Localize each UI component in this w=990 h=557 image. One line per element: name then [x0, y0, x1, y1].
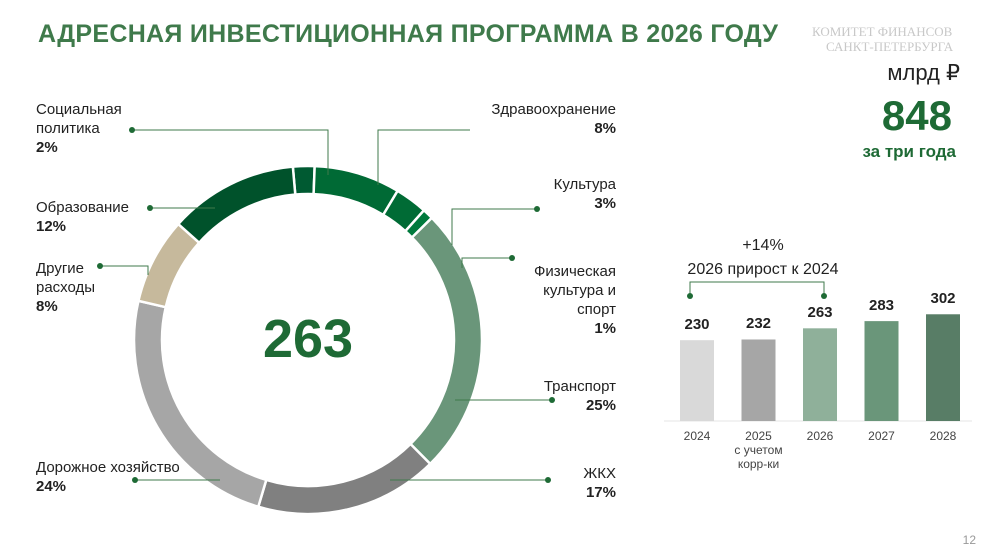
slice-label: Дорожное хозяйство — [36, 459, 180, 476]
bar-category-label: 2027 — [847, 429, 917, 443]
unit-label: млрд ₽ — [887, 60, 960, 85]
growth-value: +14% — [742, 237, 784, 254]
slice-pct: 8% — [36, 298, 58, 315]
logo-line2: САНКТ-ПЕТЕРБУРГА — [826, 39, 954, 54]
slice-label: Другие расходы — [36, 260, 96, 296]
leader-line — [100, 265, 149, 275]
leader-dots — [97, 127, 555, 483]
label-roads: Дорожное хозяйство 24% — [36, 458, 236, 496]
donut-center-value: 263 — [262, 309, 354, 369]
growth-text: 2026 прирост к 2024 — [687, 261, 839, 278]
slice-label: Здравоохранение — [491, 101, 616, 118]
leader-line — [461, 257, 512, 268]
category: 2027 — [868, 429, 895, 443]
category: 2026 — [806, 429, 834, 443]
bar-value-label: 263 — [807, 304, 833, 322]
slice-label: Культура — [553, 176, 616, 193]
slice-label: Физическая культура и спорт — [533, 263, 616, 318]
bar-category-label: 2028 — [908, 429, 978, 443]
total-value: 848 — [881, 92, 952, 139]
logo-line1: КОМИТЕТ ФИНАНСОВ — [812, 24, 953, 39]
leader-line — [377, 129, 470, 185]
bar-category-label: 2026 — [785, 429, 855, 443]
slice-label: Социальная политика — [36, 101, 122, 137]
slice-label: Образование — [36, 199, 129, 216]
bar-value-label: 230 — [684, 316, 710, 334]
slice-pct: 12% — [36, 218, 67, 235]
slice-pct: 1% — [594, 320, 616, 337]
leader-line — [132, 129, 329, 175]
label-sport: Физическая культура и спорт 1% — [506, 262, 616, 338]
slice-pct: 3% — [594, 195, 616, 212]
slice-label: ЖКХ — [583, 465, 616, 482]
donut-slice — [312, 164, 400, 217]
slice-pct: 24% — [36, 478, 67, 495]
label-social: Социальная политика 2% — [36, 100, 156, 157]
category: 2028 — [929, 429, 957, 443]
slice-label: Транспорт — [543, 378, 616, 395]
label-education: Образование 12% — [36, 198, 156, 236]
bar-value-label: 302 — [930, 290, 956, 308]
logo: КОМИТЕТ ФИНАНСОВ САНКТ-ПЕТЕРБУРГА — [812, 24, 953, 54]
label-housing: ЖКХ 17% — [496, 464, 616, 502]
slice-pct: 8% — [594, 120, 616, 137]
growth-annotation: +14% 2026 прирост к 2024 — [668, 234, 858, 282]
slice-pct: 17% — [585, 484, 616, 501]
label-transport: Транспорт 25% — [496, 377, 616, 415]
donut-slice — [176, 165, 297, 245]
slice-pct: 25% — [585, 397, 616, 414]
category: 2024 — [683, 429, 711, 443]
bar-category-label: 2024 — [662, 429, 732, 443]
page-title: АДРЕСНАЯ ИНВЕСТИЦИОННАЯ ПРОГРАММА В 2026… — [38, 20, 779, 48]
leader-line — [451, 208, 537, 245]
bar-category-label: 2025 с учетом корр-ки — [724, 429, 794, 471]
label-health: Здравоохранение 8% — [456, 100, 616, 138]
slice-pct: 2% — [36, 139, 58, 156]
page-number: 12 — [962, 533, 976, 547]
bar-value-label: 283 — [868, 297, 895, 315]
total-caption: за три года — [862, 142, 956, 161]
leader-lines — [100, 129, 552, 481]
donut-slice — [408, 216, 484, 466]
label-culture: Культура 3% — [496, 175, 616, 213]
donut-slice — [256, 442, 432, 516]
bar-value-label: 232 — [745, 315, 772, 333]
category-note: с учетом корр-ки — [734, 443, 783, 471]
category: 2025 — [745, 429, 772, 443]
label-other: Другие расходы 8% — [36, 259, 106, 316]
